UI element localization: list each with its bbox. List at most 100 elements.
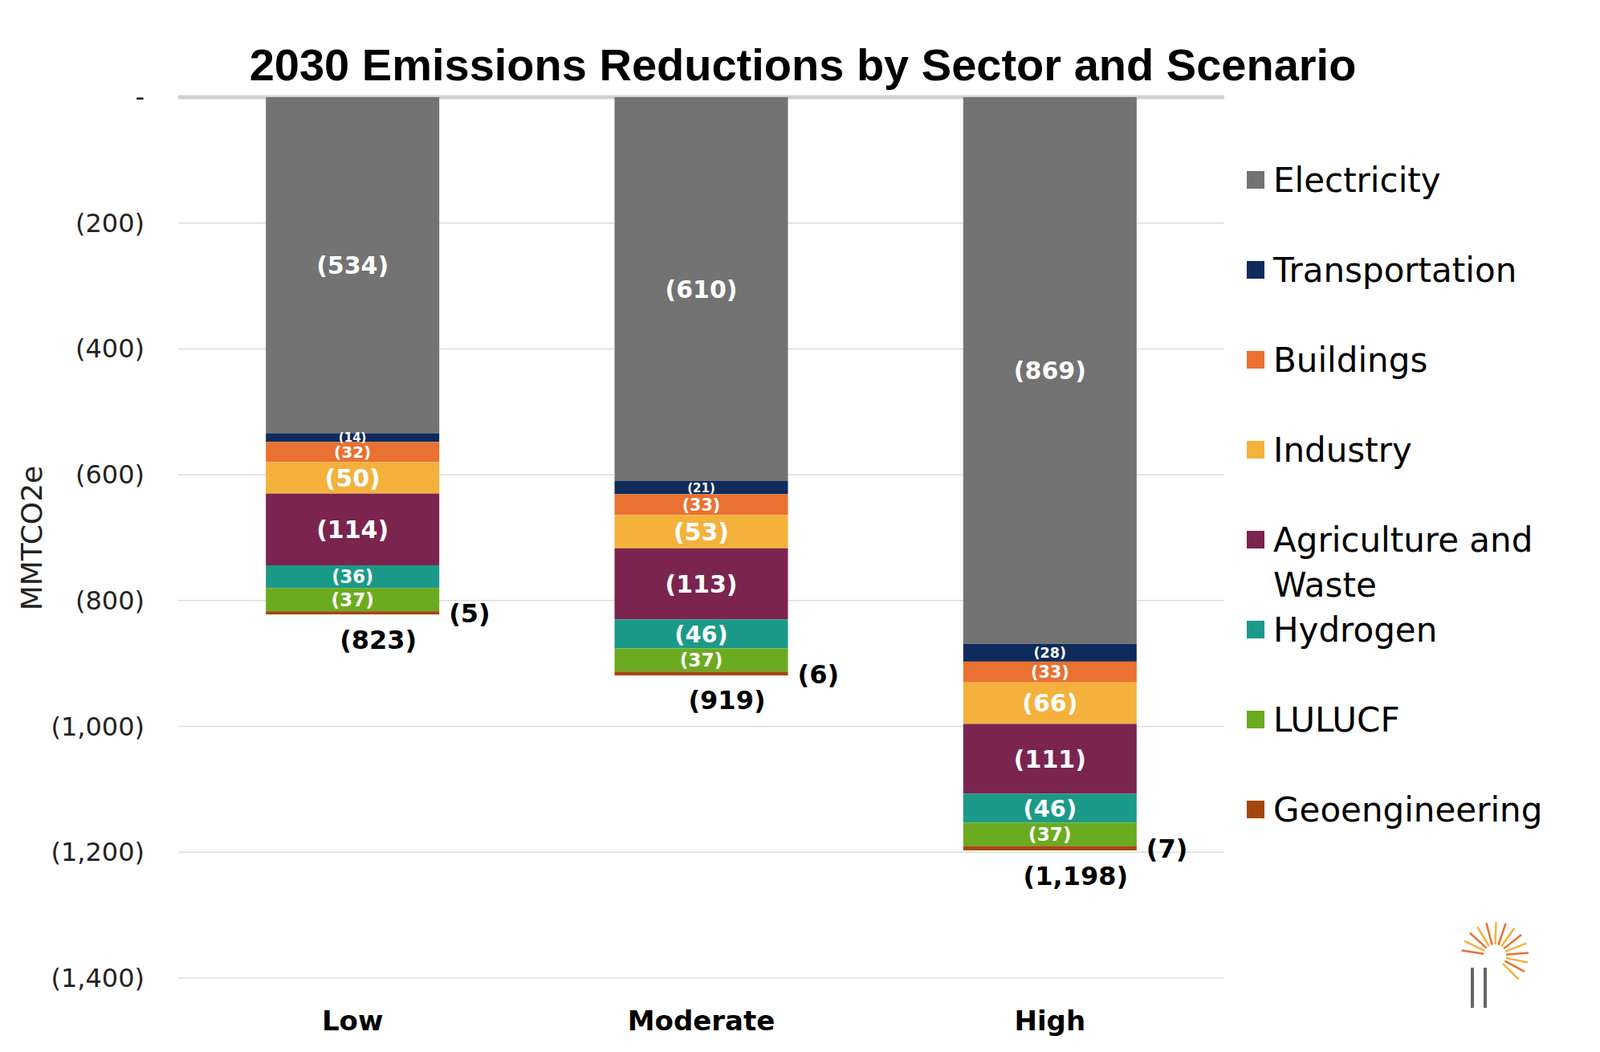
title: 2030 Emissions Reductions by Sector and … <box>249 39 1357 90</box>
data-label: (33) <box>682 495 721 515</box>
legend-label: Electricity <box>1273 160 1442 200</box>
logo-ray <box>1495 921 1497 945</box>
legend: Electricity Transportation Buildings Indust… <box>1246 160 1543 830</box>
y-tick-label: (400) <box>75 333 145 364</box>
bar-segment <box>614 548 789 620</box>
logo-ray <box>1504 960 1525 972</box>
legend-label: LULUCF <box>1273 700 1401 740</box>
bars <box>265 97 1137 851</box>
legend-swatch <box>1246 170 1265 189</box>
data-label: (534) <box>316 251 389 280</box>
bar-segment <box>265 610 440 615</box>
y-tick-label: (200) <box>75 207 145 239</box>
grid <box>178 97 1225 978</box>
data-label: (111) <box>1013 745 1087 774</box>
x-tick-label: Low <box>321 1004 383 1037</box>
bar-segment <box>963 643 1137 662</box>
data-label: (28) <box>1034 644 1067 661</box>
bar-segment <box>963 793 1137 823</box>
data-label: (113) <box>664 569 737 599</box>
legend-swatch <box>1246 440 1265 459</box>
logo-ray <box>1486 922 1492 945</box>
grid-line <box>178 977 1225 979</box>
legend-swatch <box>1246 260 1265 279</box>
legend-line: Agriculture and <box>1273 520 1533 560</box>
labels: (534)(14)(32)(50)(114)(36)(37)(5)(610)(2… <box>316 251 1188 892</box>
logo-ray <box>1505 943 1527 952</box>
data-label: (33) <box>1030 662 1070 682</box>
legend-label: Buildings <box>1273 340 1428 380</box>
data-label: (50) <box>325 464 381 493</box>
bar-segment <box>614 671 789 676</box>
bar-segment <box>963 661 1137 683</box>
logo <box>1461 921 1529 1008</box>
data-label: (869) <box>1013 356 1087 385</box>
logo-ray <box>1506 957 1528 963</box>
y-tick-label: - <box>134 81 145 113</box>
bar-segment <box>963 845 1137 850</box>
legend-swatch <box>1246 620 1265 639</box>
bar-segment <box>265 97 440 433</box>
legend-swatch <box>1246 800 1265 819</box>
bar-segment <box>963 97 1137 644</box>
y-tick-label: (1,200) <box>50 836 145 868</box>
legend-swatch <box>1246 710 1265 729</box>
legend-line: LULUCF <box>1273 700 1401 740</box>
bar-segment <box>614 493 789 515</box>
y-tick-label: (1,400) <box>50 962 145 994</box>
legend-line: Electricity <box>1273 160 1442 200</box>
logo-bar <box>1483 967 1487 1008</box>
logo-ray <box>1469 932 1487 949</box>
bar-segment <box>614 97 789 481</box>
data-label: (114) <box>316 515 389 544</box>
data-label: (36) <box>331 565 374 587</box>
data-label: (37) <box>1028 822 1071 845</box>
legend-label: Hydrogen <box>1273 610 1438 650</box>
logo-ray <box>1506 952 1529 954</box>
data-label: (7) <box>1146 833 1189 864</box>
data-label: (53) <box>673 517 729 546</box>
legend-line: Geoengineering <box>1273 789 1543 830</box>
data-label: (66) <box>1021 688 1078 717</box>
legend-label: Agriculture and Waste <box>1273 520 1533 605</box>
logo-ray <box>1461 949 1485 953</box>
legend-label: Industry <box>1273 430 1413 470</box>
x-tick-label: High <box>1014 1004 1087 1037</box>
y-tick-label: (600) <box>75 459 145 490</box>
bar-segment <box>265 587 440 611</box>
data-label: (46) <box>1023 794 1077 823</box>
data-label: (21) <box>687 480 716 496</box>
bar-segment <box>963 682 1137 725</box>
legend-line: Buildings <box>1273 340 1428 380</box>
chart: - (200) (400) (600) (800) (1,000) (1,200) (1,40… <box>0 0 1600 1052</box>
total-label: (919) <box>688 684 766 716</box>
data-label: (610) <box>664 275 737 304</box>
bar-segment <box>265 441 440 462</box>
legend-line: Waste <box>1273 565 1377 605</box>
data-label: (32) <box>333 442 371 462</box>
bar-segment <box>614 647 789 672</box>
legend-line: Transportation <box>1272 250 1517 290</box>
logo-ray <box>1502 963 1519 980</box>
data-label: (46) <box>674 620 728 648</box>
y-tick-label: (1,000) <box>50 711 145 742</box>
bar-segment <box>265 493 440 566</box>
chart-container: - (200) (400) (600) (800) (1,000) (1,200) (1,40… <box>0 0 1600 1052</box>
y-tick-label: (800) <box>75 585 145 616</box>
legend-label: Geoengineering <box>1273 789 1543 830</box>
y-axis-title: MMTCO2e <box>15 465 49 611</box>
legend-label: Transportation <box>1272 250 1517 290</box>
bar-segment <box>614 618 789 648</box>
bar-segment <box>265 565 440 588</box>
bar-segment <box>265 461 440 493</box>
legend-line: Industry <box>1273 430 1413 470</box>
grid-line <box>178 851 1225 854</box>
bar-segment <box>963 822 1137 846</box>
logo-ray <box>1501 928 1515 947</box>
legend-swatch <box>1246 350 1265 369</box>
data-label: (6) <box>797 659 840 690</box>
logo-bar <box>1470 967 1474 1008</box>
total-label: (823) <box>339 624 417 656</box>
bar-segment <box>614 514 789 549</box>
data-label: (37) <box>330 588 374 611</box>
